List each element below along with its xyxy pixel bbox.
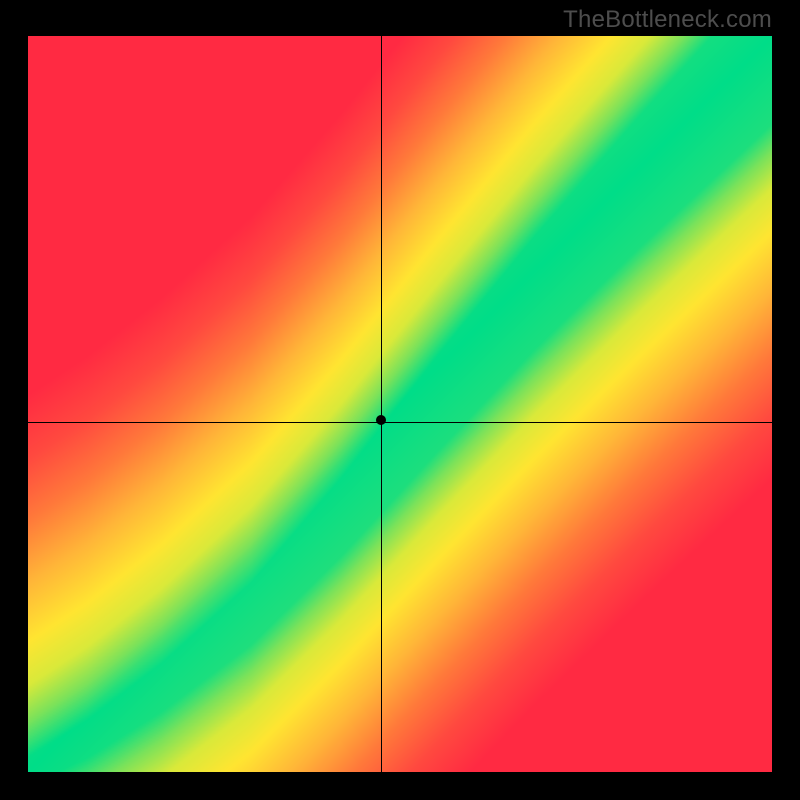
crosshair-vertical [381,36,382,772]
crosshair-marker [376,415,386,425]
chart-frame: TheBottleneck.com [0,0,800,800]
heatmap-canvas [28,36,772,772]
crosshair-horizontal [28,422,772,423]
heatmap-plot [28,36,772,772]
attribution-label: TheBottleneck.com [563,6,772,34]
